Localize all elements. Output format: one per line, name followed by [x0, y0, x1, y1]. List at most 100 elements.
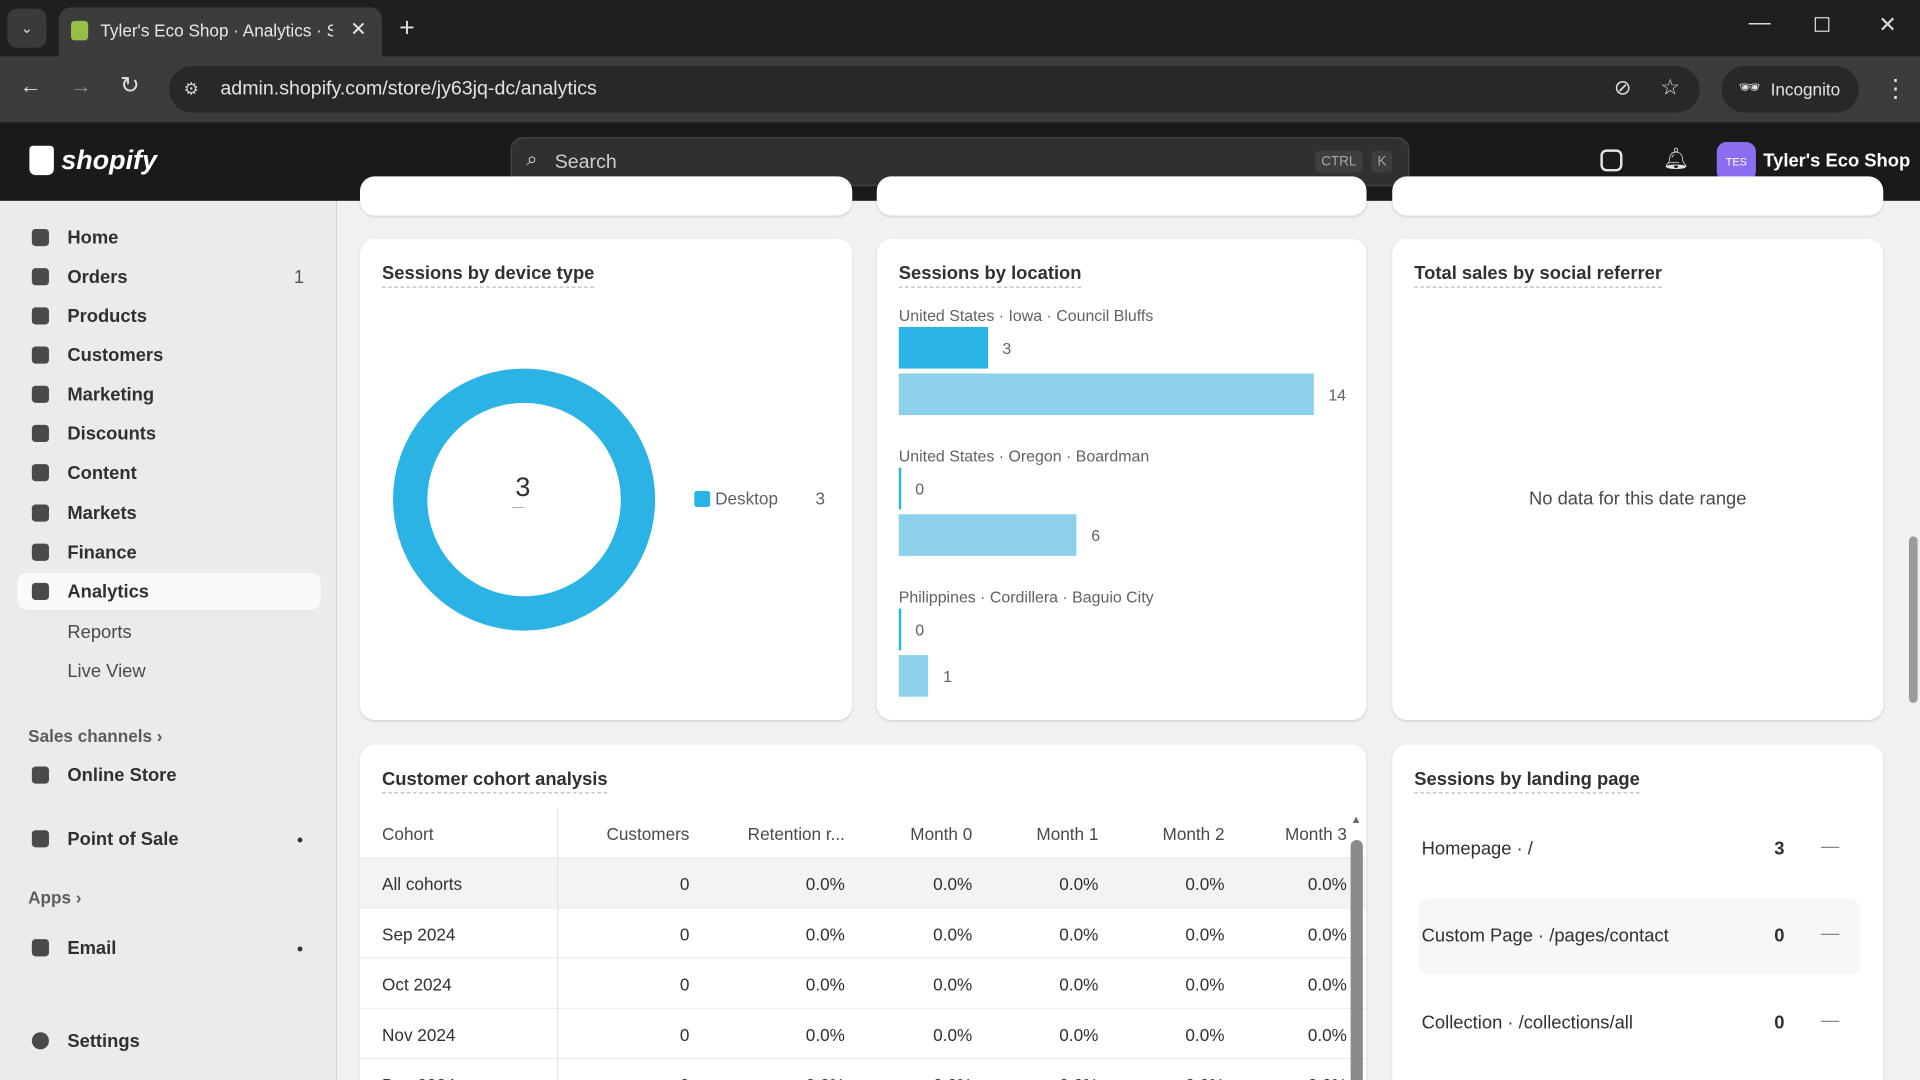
- shortcut-ctrl: CTRL: [1315, 150, 1363, 173]
- browser-tab-bar: ⌄ Tyler's Eco Shop · Analytics · Sh ✕ + …: [0, 0, 1920, 57]
- sidebar-item-finance[interactable]: Finance: [17, 534, 321, 571]
- card-title[interactable]: Customer cohort analysis: [382, 769, 608, 794]
- chevron-right-icon: ›: [75, 887, 82, 908]
- legend-label-desktop[interactable]: Desktop: [715, 488, 778, 509]
- table-row[interactable]: Sep 2024 0 0.0% 0.0% 0.0% 0.0% 0.0%: [360, 908, 1367, 959]
- sidebar-item-analytics[interactable]: Analytics: [17, 573, 321, 610]
- restore-icon[interactable]: [1814, 17, 1830, 32]
- orders-icon: [31, 268, 49, 286]
- bar-current[interactable]: [898, 467, 901, 510]
- column-header[interactable]: Month 0: [910, 824, 973, 844]
- table-row[interactable]: Nov 2024 0 0.0% 0.0% 0.0% 0.0% 0.0%: [360, 1008, 1367, 1060]
- minimize-icon[interactable]: —: [1748, 9, 1771, 35]
- bar-value-previous: 1: [943, 667, 952, 686]
- table-row[interactable]: Dec 2024 0 0.0% 0.0% 0.0% 0.0% 0.0%: [360, 1059, 1367, 1080]
- landing-page-row[interactable]: Homepage · / 3 —: [1419, 812, 1860, 888]
- legend-value-desktop: 3: [815, 488, 826, 509]
- bar-current[interactable]: [898, 326, 988, 369]
- close-window-icon[interactable]: ✕: [1878, 12, 1897, 37]
- sessions-by-location-card: Sessions by location United States · Iow…: [876, 238, 1367, 721]
- card-title[interactable]: Total sales by social referrer: [1414, 263, 1663, 288]
- sidebar-item-settings[interactable]: Settings: [17, 1022, 321, 1059]
- nav-label: Finance: [67, 542, 137, 564]
- apps-header[interactable]: Apps ›: [28, 888, 81, 908]
- column-header[interactable]: Month 3: [1284, 824, 1347, 844]
- main-content: Sessions by device type 3 — Desktop 3 Se…: [336, 176, 1920, 1080]
- sidebar-item-discounts[interactable]: Discounts: [17, 415, 321, 452]
- table-scrollbar[interactable]: [1350, 840, 1363, 1080]
- table-cell: All cohorts: [382, 874, 463, 894]
- column-header[interactable]: Month 2: [1162, 824, 1225, 844]
- table-cell: 0: [680, 1075, 690, 1080]
- sidebar-item-products[interactable]: Products: [17, 298, 321, 335]
- forward-icon[interactable]: →: [69, 73, 92, 98]
- landing-page-row[interactable]: Custom Page · /pages/contact 0 —: [1419, 898, 1861, 975]
- close-tab-icon[interactable]: ✕: [350, 19, 367, 41]
- eye-off-icon[interactable]: ⊘: [1613, 75, 1632, 100]
- search-icon: ⌕: [526, 149, 538, 171]
- sidebar-item-home[interactable]: Home: [17, 219, 321, 256]
- sidebar-item-online-store[interactable]: Online Store: [17, 757, 321, 794]
- bar-previous[interactable]: [898, 514, 1077, 556]
- bar-value-previous: 6: [1091, 526, 1101, 545]
- table-cell: 0.0%: [805, 1024, 845, 1045]
- landing-page-label: Homepage · /: [1421, 838, 1533, 860]
- incognito-badge[interactable]: 🕶 Incognito: [1721, 66, 1859, 113]
- star-icon[interactable]: ☆: [1660, 74, 1681, 100]
- column-header[interactable]: Cohort: [382, 824, 434, 844]
- site-settings-icon[interactable]: ⚙: [183, 78, 200, 98]
- column-header[interactable]: Customers: [606, 824, 690, 844]
- table-cell: Oct 2024: [382, 974, 452, 995]
- sidebar-item-customers[interactable]: Customers: [17, 337, 321, 374]
- sidebar-item-marketing[interactable]: Marketing: [17, 376, 321, 413]
- bell-icon[interactable]: 🔔︎: [1662, 146, 1690, 171]
- sidebar-item-content[interactable]: Content: [17, 454, 321, 491]
- page-scrollbar[interactable]: [1908, 536, 1918, 703]
- column-header[interactable]: Month 1: [1036, 824, 1099, 844]
- scroll-up-icon[interactable]: ▲: [1350, 813, 1362, 826]
- browser-tab[interactable]: Tyler's Eco Shop · Analytics · Sh ✕: [58, 7, 383, 57]
- reload-icon[interactable]: ↻: [120, 73, 140, 100]
- card-title[interactable]: Sessions by device type: [382, 263, 595, 288]
- column-header[interactable]: Retention r...: [747, 824, 845, 844]
- landing-page-value: 0: [1774, 1012, 1785, 1034]
- sidebar-item-email[interactable]: Email: [17, 929, 321, 966]
- sidebar-item-orders[interactable]: Orders 1: [17, 258, 321, 295]
- pos-icon: [31, 830, 49, 848]
- tab-search-button[interactable]: ⌄: [7, 8, 47, 48]
- sales-channels-header[interactable]: Sales channels ›: [28, 726, 162, 746]
- sidebar-item-markets[interactable]: Markets: [17, 495, 321, 532]
- address-bar[interactable]: ⚙ admin.shopify.com/store/jy63jq-dc/anal…: [168, 66, 1700, 113]
- store-avatar[interactable]: TES: [1716, 142, 1756, 182]
- nav-label: Content: [67, 462, 137, 484]
- store-name[interactable]: Tyler's Eco Shop: [1763, 150, 1911, 172]
- card-title[interactable]: Sessions by landing page: [1414, 769, 1640, 794]
- donut-slice-desktop[interactable]: [393, 368, 656, 631]
- nav-label: Point of Sale: [67, 828, 179, 850]
- table-cell: 0.0%: [933, 874, 973, 894]
- browser-menu-icon[interactable]: ⋮: [1883, 75, 1908, 103]
- table-row[interactable]: All cohorts 0 0.0% 0.0% 0.0% 0.0% 0.0%: [360, 858, 1367, 909]
- column-divider: [557, 1059, 559, 1080]
- table-row[interactable]: Oct 2024 0 0.0% 0.0% 0.0% 0.0% 0.0%: [360, 958, 1367, 1009]
- shopify-logo[interactable]: shopify: [61, 144, 158, 176]
- pin-dot-icon: [297, 946, 303, 952]
- sidebar-item-live-view[interactable]: Live View: [67, 661, 146, 683]
- sidebar-item-point-of-sale[interactable]: Point of Sale: [17, 820, 321, 857]
- card-title[interactable]: Sessions by location: [898, 263, 1082, 288]
- table-cell: 0.0%: [933, 1024, 973, 1045]
- content-icon: [31, 464, 49, 482]
- new-tab-icon[interactable]: +: [399, 12, 415, 43]
- bar-previous[interactable]: [898, 655, 929, 697]
- landing-page-row[interactable]: Collection · /collections/all 0 —: [1419, 986, 1860, 1062]
- bar-previous[interactable]: [898, 373, 1314, 416]
- card-partial: [876, 176, 1367, 216]
- bar-current[interactable]: [898, 608, 901, 651]
- store-chat-icon[interactable]: [1600, 149, 1623, 172]
- back-icon[interactable]: ←: [19, 73, 42, 98]
- url-text: admin.shopify.com/store/jy63jq-dc/analyt…: [220, 78, 597, 100]
- landing-page-value: 0: [1774, 925, 1785, 947]
- donut-chart: [393, 368, 656, 631]
- sidebar-item-reports[interactable]: Reports: [67, 622, 132, 643]
- shortcut-k: K: [1371, 150, 1393, 173]
